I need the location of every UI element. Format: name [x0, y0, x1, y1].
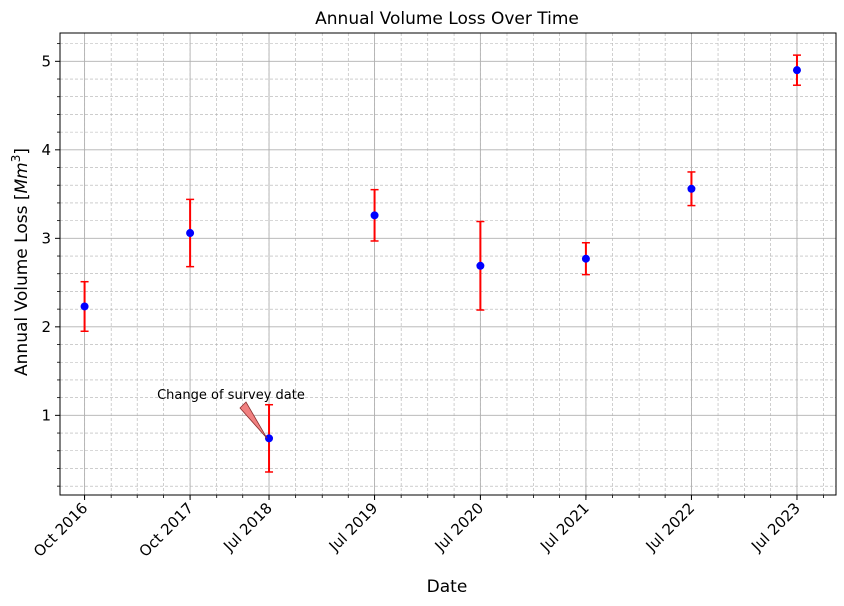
data-point	[687, 184, 696, 193]
data-point	[80, 302, 89, 311]
x-tick-label: Jul 2018	[219, 499, 276, 556]
x-tick-label: Jul 2023	[747, 499, 804, 556]
annotation: Change of survey date	[157, 388, 305, 439]
x-tick-label: Jul 2021	[536, 499, 593, 556]
x-axis-label: Date	[427, 577, 468, 597]
data-point	[186, 229, 195, 238]
y-tick-label: 5	[41, 52, 51, 70]
x-tick-label: Jul 2020	[431, 499, 488, 556]
minor-gridlines	[60, 33, 836, 495]
data-series	[80, 54, 801, 473]
annotation-text: Change of survey date	[157, 388, 305, 403]
annotation-arrow	[239, 401, 268, 439]
data-point	[265, 434, 274, 443]
plot-frame	[59, 32, 837, 496]
y-tick-label: 4	[41, 141, 51, 159]
x-tick-label: Jul 2019	[325, 499, 382, 556]
y-axis-label: Annual Volume Loss [Mm3]	[9, 148, 32, 376]
major-gridlines	[60, 33, 836, 495]
chart-title: Annual Volume Loss Over Time	[315, 9, 579, 29]
ticks: 1 2 3 4 5 Oct 2016 Oct 2017 Jul 2018 Jul 2019 Jul…	[30, 43, 824, 561]
data-point	[581, 254, 590, 263]
y-tick-label: 1	[41, 406, 51, 424]
x-tick-label: Jul 2022	[642, 499, 699, 556]
y-tick-label: 2	[41, 318, 51, 336]
x-tick-label: Oct 2017	[135, 499, 196, 560]
y-tick-label: 3	[41, 229, 51, 247]
data-point	[476, 261, 485, 270]
data-point	[792, 66, 801, 75]
x-tick-label: Oct 2016	[30, 499, 91, 560]
data-point	[370, 211, 379, 220]
